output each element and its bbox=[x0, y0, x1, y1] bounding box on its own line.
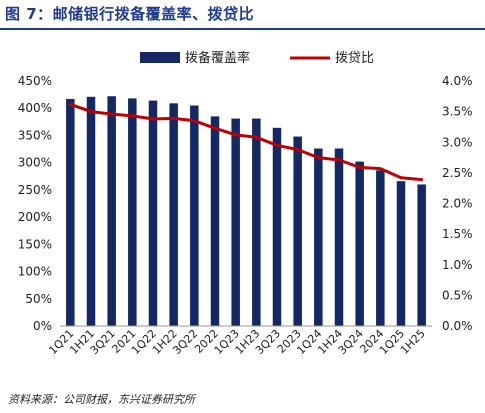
y-right-tick-label: 0.0% bbox=[442, 319, 473, 333]
bar bbox=[293, 136, 302, 326]
y-left-tick-label: 300% bbox=[18, 156, 52, 170]
bar bbox=[107, 96, 116, 326]
y-right-tick-label: 2.5% bbox=[442, 166, 473, 180]
title-bar: 图 7：邮储银行拨备覆盖率、拨贷比 bbox=[0, 0, 485, 30]
bar bbox=[190, 105, 199, 326]
y-left-tick-label: 150% bbox=[18, 237, 52, 251]
y-right-tick-label: 0.5% bbox=[442, 288, 473, 302]
bar bbox=[231, 118, 240, 326]
bar bbox=[66, 98, 75, 326]
y-right-tick-label: 1.0% bbox=[442, 258, 473, 272]
source-note: 资料来源：公司财报，东兴证券研究所 bbox=[8, 393, 195, 406]
y-right-tick-label: 3.5% bbox=[442, 105, 473, 119]
bar bbox=[169, 103, 178, 326]
y-left-tick-label: 200% bbox=[18, 210, 52, 224]
ratio-line bbox=[68, 102, 424, 182]
y-right-tick-label: 1.5% bbox=[442, 227, 473, 241]
y-left-tick-label: 350% bbox=[18, 128, 52, 142]
y-right-tick-label: 2.0% bbox=[442, 197, 473, 211]
bar bbox=[376, 170, 385, 326]
y-left-tick-label: 400% bbox=[18, 101, 52, 115]
legend-bar-swatch bbox=[140, 52, 180, 63]
bar bbox=[314, 148, 323, 326]
bar bbox=[417, 184, 426, 326]
y-left-tick-label: 100% bbox=[18, 265, 52, 279]
bar bbox=[272, 127, 282, 326]
y-left-tick-label: 0% bbox=[33, 319, 52, 333]
y-left-tick-label: 50% bbox=[25, 292, 52, 306]
bar bbox=[210, 116, 220, 326]
bar bbox=[128, 98, 137, 326]
bar bbox=[396, 181, 406, 326]
legend-line-label: 拨贷比 bbox=[335, 51, 374, 66]
figure-title: 图 7：邮储银行拨备覆盖率、拨贷比 bbox=[5, 5, 255, 23]
bar bbox=[355, 161, 364, 326]
y-left-tick-label: 250% bbox=[18, 183, 52, 197]
y-right-tick-label: 3.0% bbox=[442, 135, 473, 149]
bar bbox=[86, 96, 96, 327]
bar bbox=[252, 118, 261, 326]
y-right-tick-label: 4.0% bbox=[442, 74, 473, 88]
bar bbox=[148, 100, 158, 326]
bar bbox=[334, 148, 344, 326]
y-left-tick-label: 450% bbox=[18, 74, 52, 88]
legend-bar-label: 拨备覆盖率 bbox=[185, 50, 250, 66]
